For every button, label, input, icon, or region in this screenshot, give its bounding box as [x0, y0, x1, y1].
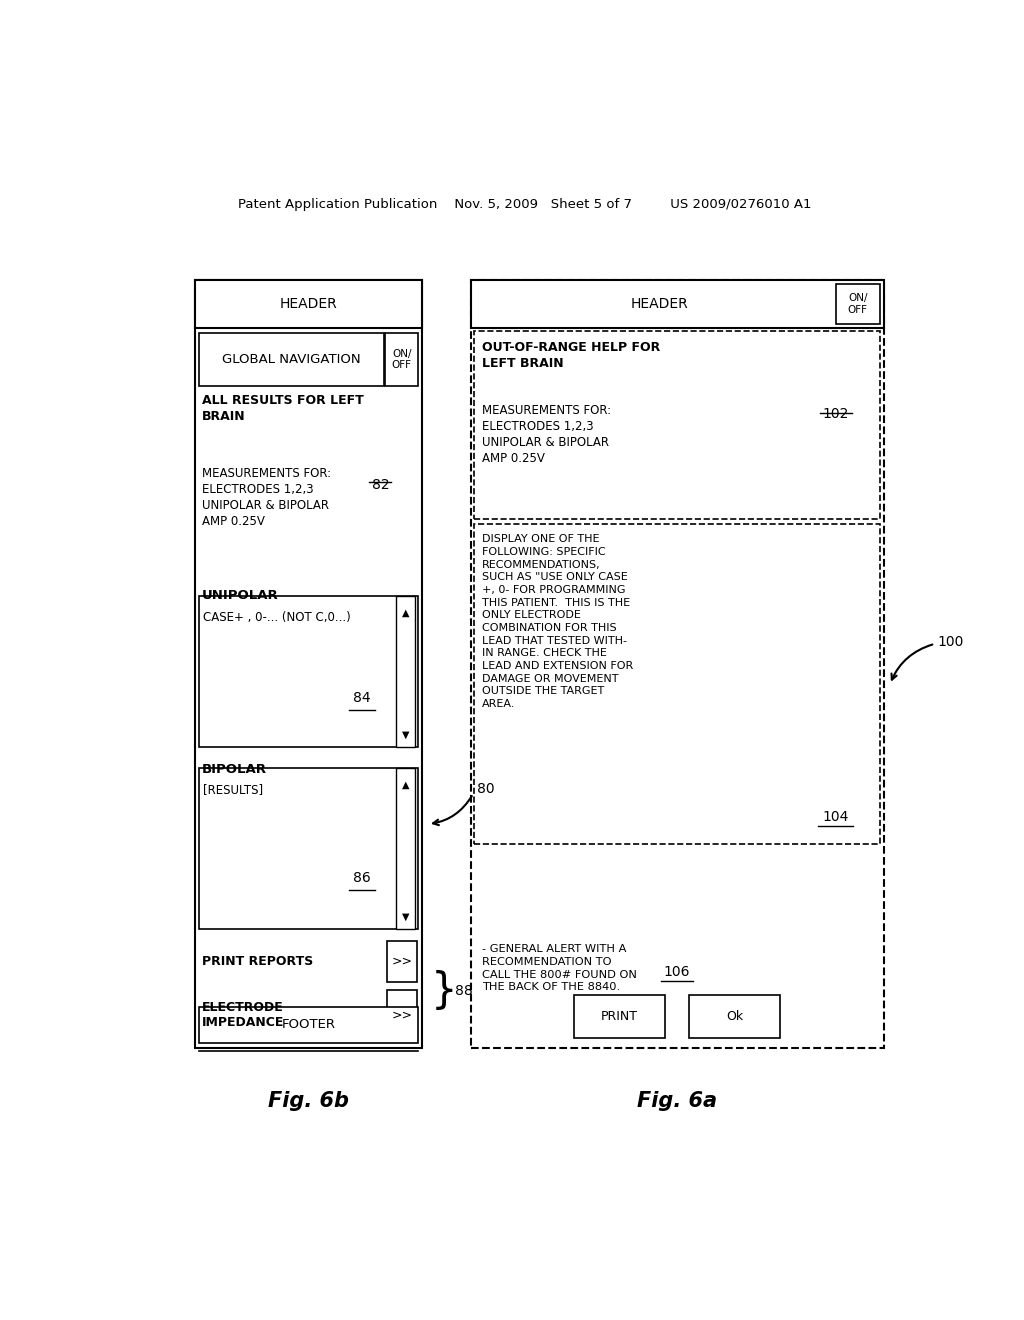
Text: ON/
OFF: ON/ OFF: [848, 293, 867, 315]
Bar: [574, 995, 666, 1038]
Bar: [196, 280, 422, 1048]
Text: HEADER: HEADER: [280, 297, 338, 312]
Text: 104: 104: [822, 810, 849, 824]
Text: >>: >>: [391, 1008, 413, 1022]
Bar: [385, 333, 419, 385]
Text: UNIPOLAR: UNIPOLAR: [202, 589, 279, 602]
Bar: [471, 280, 884, 329]
Text: CASE+ , 0-... (NOT C,0...): CASE+ , 0-... (NOT C,0...): [204, 611, 351, 623]
Text: PRINT: PRINT: [601, 1010, 638, 1023]
Text: ELECTRODE
IMPEDANCE: ELECTRODE IMPEDANCE: [202, 1002, 285, 1030]
Bar: [474, 524, 881, 845]
Text: ▲: ▲: [402, 607, 410, 618]
Text: DISPLAY ONE OF THE
FOLLOWING: SPECIFIC
RECOMMENDATIONS,
SUCH AS "USE ONLY CASE
+: DISPLAY ONE OF THE FOLLOWING: SPECIFIC R…: [482, 535, 633, 709]
Text: GLOBAL NAVIGATION: GLOBAL NAVIGATION: [222, 354, 360, 366]
Bar: [689, 995, 780, 1038]
Text: 88: 88: [455, 983, 473, 998]
Text: FOOTER: FOOTER: [282, 1019, 336, 1031]
Text: 84: 84: [353, 692, 371, 705]
Bar: [396, 768, 416, 929]
Bar: [196, 280, 422, 329]
Text: }: }: [431, 970, 458, 1012]
Bar: [199, 333, 384, 385]
Text: Ok: Ok: [726, 1010, 743, 1023]
Bar: [471, 280, 884, 1048]
Bar: [199, 1007, 419, 1043]
Text: Fig. 6b: Fig. 6b: [268, 1090, 349, 1110]
Bar: [396, 597, 416, 747]
Text: ▲: ▲: [402, 780, 410, 789]
Text: Patent Application Publication    Nov. 5, 2009   Sheet 5 of 7         US 2009/02: Patent Application Publication Nov. 5, 2…: [238, 198, 812, 211]
Text: BIPOLAR: BIPOLAR: [202, 763, 267, 776]
Text: MEASUREMENTS FOR:
ELECTRODES 1,2,3
UNIPOLAR & BIPOLAR
AMP 0.25V: MEASUREMENTS FOR: ELECTRODES 1,2,3 UNIPO…: [482, 404, 611, 466]
Text: ▼: ▼: [402, 912, 410, 921]
Bar: [199, 597, 419, 747]
Bar: [474, 331, 881, 519]
Text: - GENERAL ALERT WITH A
RECOMMENDATION TO
CALL THE 800# FOUND ON
THE BACK OF THE : - GENERAL ALERT WITH A RECOMMENDATION TO…: [482, 944, 637, 993]
Text: ON/
OFF: ON/ OFF: [392, 348, 412, 371]
Text: >>: >>: [391, 954, 413, 968]
Text: 82: 82: [372, 478, 389, 491]
Text: 100: 100: [938, 635, 964, 648]
Text: 86: 86: [353, 871, 371, 884]
Text: HEADER: HEADER: [631, 297, 688, 312]
Bar: [387, 990, 417, 1040]
Text: ▼: ▼: [402, 730, 410, 739]
Text: 80: 80: [477, 781, 495, 796]
Text: [RESULTS]: [RESULTS]: [204, 784, 263, 796]
Bar: [199, 768, 419, 929]
Bar: [387, 941, 417, 982]
Text: Fig. 6a: Fig. 6a: [637, 1090, 717, 1110]
Text: PRINT REPORTS: PRINT REPORTS: [202, 954, 313, 968]
Text: MEASUREMENTS FOR:
ELECTRODES 1,2,3
UNIPOLAR & BIPOLAR
AMP 0.25V: MEASUREMENTS FOR: ELECTRODES 1,2,3 UNIPO…: [202, 467, 331, 528]
Text: 106: 106: [664, 965, 690, 978]
Bar: [836, 284, 880, 325]
Text: 102: 102: [822, 408, 849, 421]
Text: OUT-OF-RANGE HELP FOR
LEFT BRAIN: OUT-OF-RANGE HELP FOR LEFT BRAIN: [482, 342, 660, 371]
Text: ALL RESULTS FOR LEFT
BRAIN: ALL RESULTS FOR LEFT BRAIN: [202, 395, 364, 424]
